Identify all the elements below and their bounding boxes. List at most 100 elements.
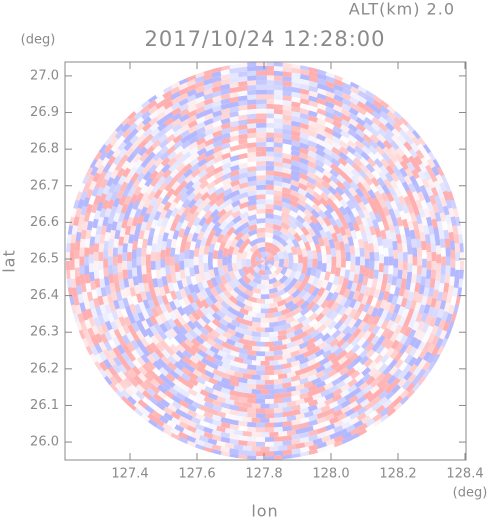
radar-cell: [306, 170, 318, 180]
radar-cell: [208, 345, 220, 355]
radar-cell: [221, 157, 232, 166]
radar-cell: [265, 175, 275, 181]
radar-cell: [358, 201, 368, 213]
radar-cell: [273, 113, 285, 120]
radar-cell: [255, 127, 267, 133]
radar-cell: [367, 189, 377, 201]
radar-cell: [206, 220, 216, 232]
radar-cell: [454, 269, 461, 281]
radar-cell: [259, 360, 270, 366]
radar-cell: [267, 263, 274, 270]
radar-cell: [256, 189, 266, 195]
radar-cell: [210, 418, 222, 427]
radar-cell: [113, 327, 122, 340]
radar-cell: [194, 75, 207, 84]
radar-cell: [353, 193, 364, 205]
radar-cell: [256, 175, 266, 181]
radar-cell: [227, 245, 235, 256]
radar-cell: [344, 227, 353, 239]
radar-cell: [162, 168, 173, 179]
radar-cell: [314, 416, 327, 425]
radar-cell: [189, 266, 196, 277]
radar-cell: [224, 353, 236, 362]
radar-cell: [440, 265, 446, 277]
radar-cell: [280, 425, 292, 432]
radar-cell: [250, 345, 261, 352]
radar-cell: [290, 106, 303, 113]
radar-cell: [355, 282, 363, 293]
radar-cell: [276, 314, 288, 322]
radar-cell: [291, 67, 303, 75]
radar-cell: [235, 300, 246, 309]
radar-cell: [204, 353, 216, 363]
radar-cell: [182, 156, 194, 167]
radar-cell: [213, 154, 225, 164]
radar-cell: [222, 288, 233, 299]
radar-cell: [195, 365, 207, 375]
radar-cell: [303, 309, 314, 320]
radar-cell: [238, 95, 250, 102]
radar-cell: [228, 349, 240, 358]
radar-cell: [336, 355, 348, 366]
radar-cell: [203, 117, 215, 126]
radar-cell: [392, 303, 401, 315]
radar-cell: [229, 144, 241, 152]
radar-cell: [210, 413, 222, 422]
radar-cell: [179, 268, 186, 279]
radar-cell: [356, 292, 365, 304]
radar-cell: [203, 87, 215, 96]
radar-cell: [331, 135, 343, 146]
radar-cell: [172, 297, 182, 309]
radar-cell: [204, 143, 216, 152]
radar-cell: [350, 282, 358, 294]
radar-cell: [311, 249, 318, 260]
radar-cell: [267, 403, 279, 409]
radar-cell: [211, 85, 224, 93]
radar-cell: [352, 157, 364, 168]
radar-cell: [220, 78, 233, 86]
radar-cell: [167, 156, 179, 167]
radar-cell: [236, 376, 248, 384]
radar-cell: [169, 167, 180, 179]
radar-cell: [232, 215, 243, 224]
radar-cell: [307, 318, 319, 328]
radar-cell: [86, 218, 94, 231]
radar-cell: [395, 201, 405, 214]
radar-cell: [325, 203, 335, 215]
radar-cell: [300, 317, 312, 327]
radar-cell: [241, 358, 253, 365]
radar-cell: [211, 368, 223, 377]
radar-cell: [401, 218, 410, 230]
radar-cell: [280, 216, 292, 226]
radar-cell: [232, 400, 244, 407]
radar-cell: [338, 389, 350, 399]
radar-cell: [212, 220, 222, 232]
radar-cell: [349, 337, 361, 348]
radar-cell: [103, 265, 109, 277]
radar-cell: [273, 209, 283, 217]
radar-cell: [80, 203, 88, 216]
radar-cell: [265, 161, 275, 167]
radar-cell: [229, 130, 241, 138]
radar-cell: [339, 399, 351, 410]
radar-cell: [255, 165, 266, 171]
radar-cell: [278, 237, 289, 248]
radar-cell: [314, 164, 326, 174]
radar-cell: [162, 319, 173, 331]
radar-cell: [80, 281, 87, 293]
radar-cell: [281, 206, 292, 215]
radar-cell: [336, 258, 342, 269]
radar-cell: [272, 228, 283, 237]
radar-cell: [197, 168, 209, 179]
radar-cell: [416, 293, 424, 305]
radar-cell: [419, 312, 429, 325]
radar-cell: [229, 164, 241, 172]
radar-cell: [289, 419, 301, 426]
radar-cell: [371, 325, 381, 337]
radar-cell: [379, 254, 385, 265]
radar-cell: [315, 411, 327, 420]
radar-cell: [179, 129, 192, 139]
radar-cell: [215, 197, 226, 207]
radar-cell: [127, 312, 136, 325]
radar-cell: [321, 254, 327, 264]
